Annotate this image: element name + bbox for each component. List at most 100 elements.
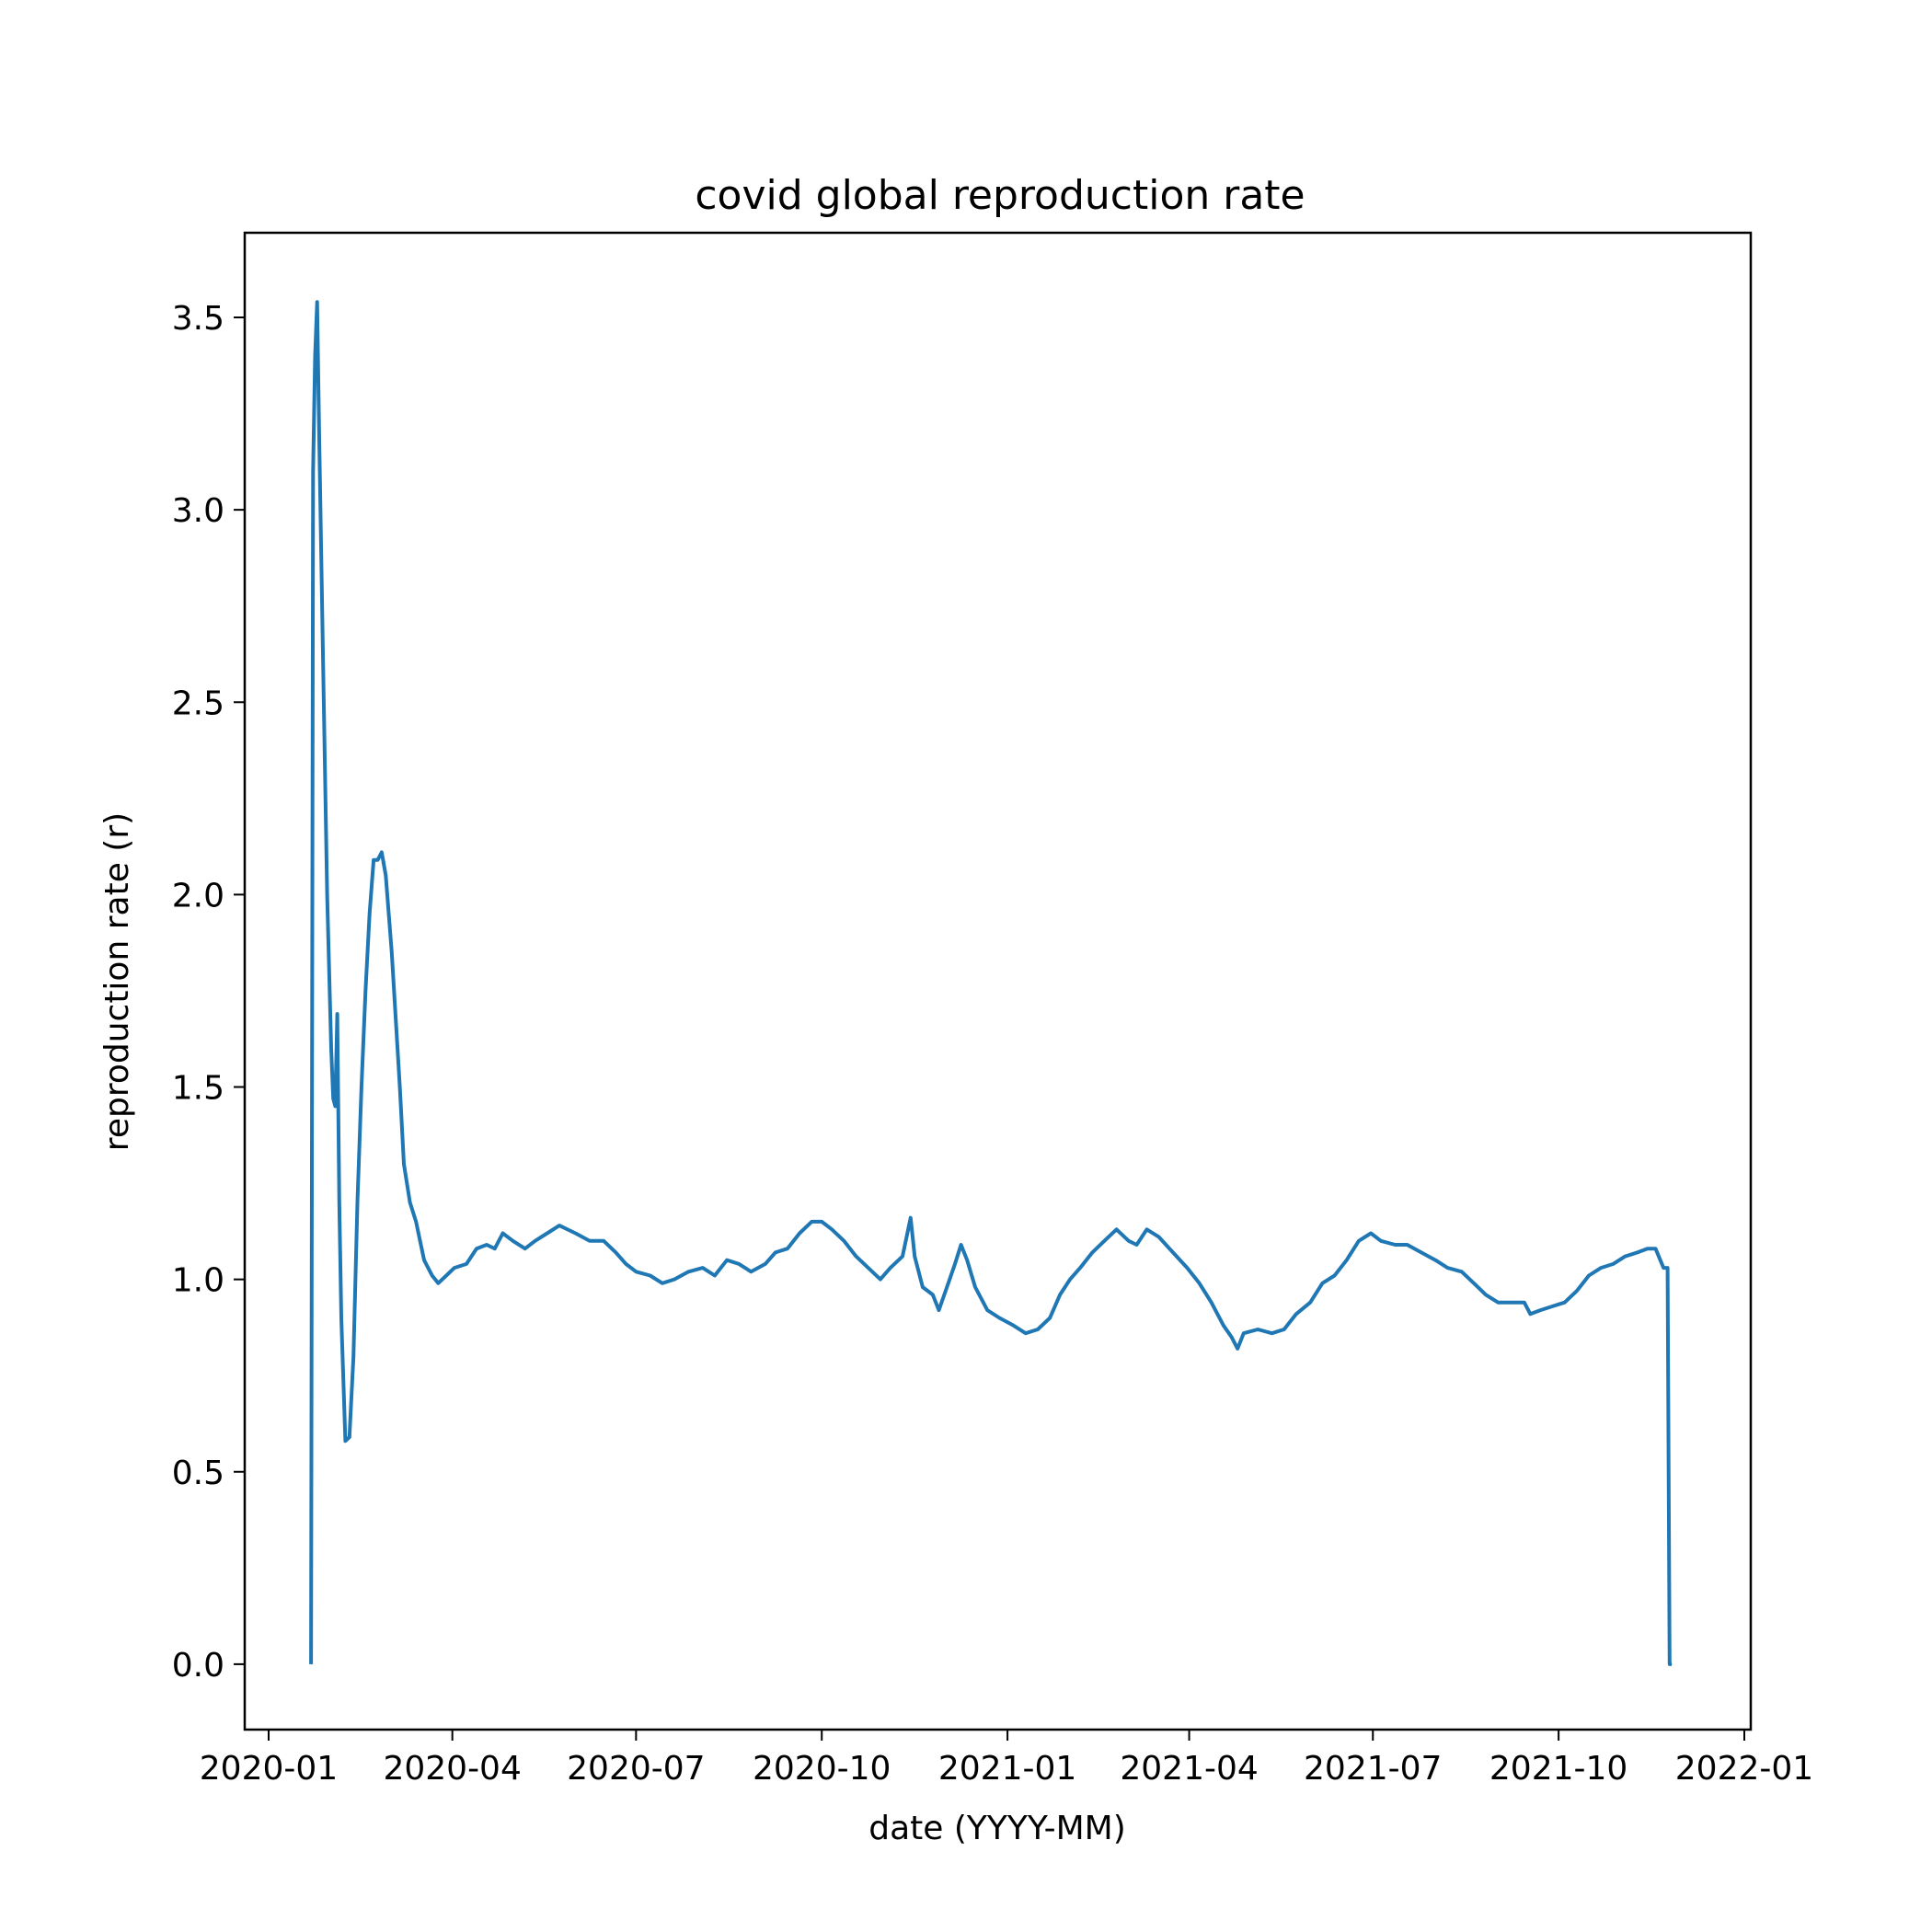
data-point: [1236, 1348, 1238, 1350]
data-point: [1612, 1263, 1614, 1265]
data-point: [1025, 1332, 1027, 1334]
data-point: [750, 1271, 752, 1272]
data-point: [310, 1663, 312, 1665]
data-point: [966, 1259, 968, 1261]
data-point: [1497, 1302, 1499, 1304]
data-point: [546, 1233, 548, 1234]
data-point: [1136, 1244, 1137, 1246]
data-point: [856, 1256, 857, 1258]
data-point: [615, 1251, 616, 1253]
data-point: [327, 893, 328, 895]
data-point: [512, 1240, 513, 1242]
data-point: [1271, 1332, 1272, 1334]
data-point: [437, 1282, 439, 1284]
data-point: [843, 1240, 845, 1242]
data-point: [1069, 1279, 1071, 1281]
data-point: [831, 1228, 833, 1230]
x-tick-label: 2021-01: [938, 1750, 1076, 1788]
data-point: [714, 1275, 716, 1276]
data-point: [1049, 1317, 1051, 1318]
data-point: [340, 1317, 342, 1318]
x-tick-label: 2021-04: [1120, 1750, 1258, 1788]
data-point: [1420, 1251, 1422, 1253]
y-axis: 0.0 0.5 1.0 1.5 2.0 2.5 3.0 3.5: [172, 300, 245, 1685]
x-tick-label: 2020-10: [753, 1750, 891, 1788]
data-point: [415, 1221, 417, 1223]
data-point: [1625, 1256, 1626, 1258]
data-point: [1588, 1275, 1590, 1276]
data-point: [914, 1256, 915, 1258]
data-point: [1647, 1248, 1649, 1249]
data-point: [589, 1240, 591, 1242]
chart-title: covid global reproduction rate: [695, 172, 1305, 219]
data-point: [1295, 1313, 1297, 1315]
data-point: [1223, 1325, 1225, 1327]
data-point: [1346, 1259, 1348, 1261]
data-point: [1309, 1302, 1311, 1304]
y-tick-label: 2.5: [172, 684, 224, 722]
data-point: [625, 1263, 627, 1265]
data-point: [322, 662, 324, 664]
data-point: [315, 355, 316, 357]
x-tick-label: 2021-07: [1304, 1750, 1442, 1788]
data-point: [431, 1275, 433, 1276]
data-point: [524, 1248, 526, 1249]
data-point: [1158, 1236, 1160, 1238]
data-point: [1669, 1663, 1671, 1665]
data-point: [986, 1309, 988, 1311]
data-point: [890, 1267, 891, 1269]
data-point: [1211, 1302, 1213, 1304]
data-point: [1199, 1282, 1201, 1284]
data-point: [1600, 1267, 1602, 1269]
x-axis-label: date (YYYY-MM): [868, 1810, 1126, 1847]
data-point: [1394, 1244, 1396, 1246]
x-axis: 2020-01 2020-04 2020-07 2020-10 2021-01 2021-…: [200, 1730, 1813, 1788]
y-tick-label: 1.5: [172, 1070, 224, 1108]
data-point: [799, 1233, 800, 1234]
data-point: [318, 432, 320, 433]
data-point: [775, 1251, 776, 1253]
data-point: [687, 1271, 689, 1272]
series-line: [309, 300, 1672, 1666]
data-point: [922, 1286, 924, 1288]
data-point: [1434, 1259, 1436, 1261]
data-point: [738, 1263, 740, 1265]
data-point: [974, 1286, 976, 1288]
y-tick-label: 0.0: [172, 1647, 224, 1685]
data-point: [1671, 1663, 1673, 1665]
data-point: [1662, 1267, 1664, 1269]
data-point: [954, 1263, 956, 1265]
data-point: [673, 1279, 675, 1281]
data-point: [466, 1263, 467, 1265]
data-point: [445, 1275, 447, 1276]
data-point: [381, 851, 383, 853]
data-point: [1667, 1267, 1669, 1269]
data-point: [502, 1233, 503, 1234]
x-tick-label: 2020-07: [567, 1750, 705, 1788]
data-point: [349, 1436, 351, 1438]
data-point: [1485, 1294, 1487, 1295]
y-axis-label: reproduction rate (r): [98, 812, 136, 1151]
plot-frame: [243, 231, 1753, 1731]
data-point: [1637, 1251, 1639, 1253]
data-point: [1091, 1251, 1093, 1253]
data-point: [403, 1163, 405, 1165]
data-point: [1321, 1282, 1323, 1284]
data-point: [946, 1286, 948, 1288]
data-point: [1380, 1240, 1382, 1242]
data-point: [1655, 1248, 1656, 1249]
data-point: [330, 1048, 332, 1050]
data-point: [1079, 1267, 1081, 1269]
data-point: [635, 1271, 637, 1272]
data-point: [1257, 1328, 1259, 1330]
data-point: [344, 1440, 346, 1442]
data-point: [1358, 1240, 1360, 1242]
data-point: [1037, 1328, 1039, 1330]
plot-area: [309, 300, 1673, 1666]
x-tick-label: 2021-10: [1489, 1750, 1627, 1788]
data-point: [316, 301, 318, 303]
x-tick-label: 2020-01: [200, 1750, 338, 1788]
data-point: [1283, 1328, 1285, 1330]
data-point: [352, 1355, 354, 1357]
data-point: [1539, 1309, 1541, 1311]
